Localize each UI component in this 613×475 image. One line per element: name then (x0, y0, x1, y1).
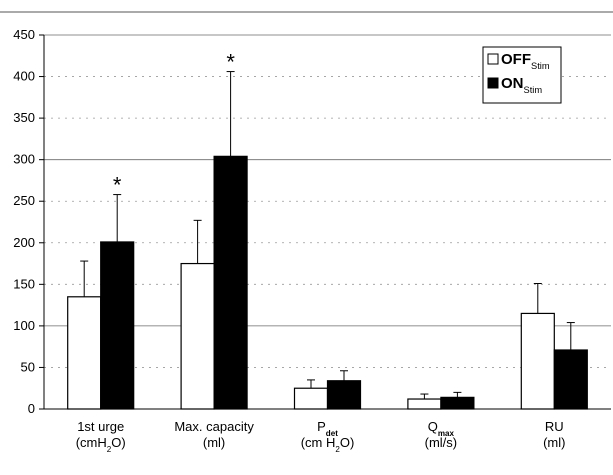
label-part: (cm H (301, 435, 336, 450)
label-part: OFF (501, 51, 531, 68)
significance-marker: * (113, 173, 122, 198)
label-part: P (317, 419, 326, 434)
bar-off-1 (180, 262, 215, 410)
subscript: 2 (335, 445, 340, 454)
y-tick-label: 150 (13, 276, 35, 291)
label-part: Q (428, 419, 438, 434)
y-tick-label: 100 (13, 318, 35, 333)
y-tick-label: 200 (13, 235, 35, 250)
subscript: det (326, 429, 338, 438)
legend-label-off: OFFStim (501, 51, 550, 71)
label-part: (ml) (203, 435, 225, 450)
label-part: O) (111, 435, 125, 450)
y-tick-label: 350 (13, 110, 35, 125)
bar-on-4 (553, 349, 588, 410)
bar-on-0 (100, 241, 135, 410)
legend-swatch-off (487, 53, 499, 65)
label-part: Max. capacity (174, 419, 254, 434)
x-tick-label-line2: (ml) (203, 435, 225, 450)
subscript: Stim (524, 85, 543, 95)
subscript: Stim (531, 61, 550, 71)
label-part: RU (545, 419, 564, 434)
bar-off-4 (520, 312, 555, 410)
y-tick-label: 0 (28, 401, 35, 416)
y-tick-label: 450 (13, 27, 35, 42)
label-part: (cmH (76, 435, 107, 450)
subscript: 2 (107, 445, 112, 454)
bar-off-0 (67, 296, 102, 410)
y-tick-label: 50 (21, 359, 35, 374)
x-tick-label-line2: (ml) (543, 435, 565, 450)
legend-swatch-on (487, 77, 499, 89)
bar-on-3 (440, 396, 475, 410)
legend-label-on: ONStim (501, 75, 542, 95)
x-tick-label-line2: (cmH2O) (76, 435, 126, 454)
subscript: max (438, 429, 455, 438)
x-tick-label-line1: Pdet (317, 419, 338, 438)
x-tick-label-line2: (cm H2O) (301, 435, 355, 454)
x-tick-label-line2: (ml/s) (425, 435, 458, 450)
significance-marker: * (226, 50, 235, 75)
label-part: ON (501, 75, 524, 92)
label-part: (ml/s) (425, 435, 458, 450)
label-part: (ml) (543, 435, 565, 450)
x-tick-label-line1: Max. capacity (174, 419, 254, 434)
x-tick-label-line1: RU (545, 419, 564, 434)
label-part: 1st urge (77, 419, 124, 434)
y-tick-label: 250 (13, 193, 35, 208)
x-tick-label-line1: Qmax (428, 419, 455, 438)
label-part: O) (340, 435, 354, 450)
y-tick-label: 300 (13, 152, 35, 167)
bar-on-2 (326, 380, 362, 410)
bar-off-3 (407, 398, 442, 410)
bar-on-1 (213, 155, 248, 410)
x-tick-label-line1: 1st urge (77, 419, 124, 434)
y-tick-label: 400 (13, 69, 35, 84)
bar-off-2 (293, 387, 329, 410)
